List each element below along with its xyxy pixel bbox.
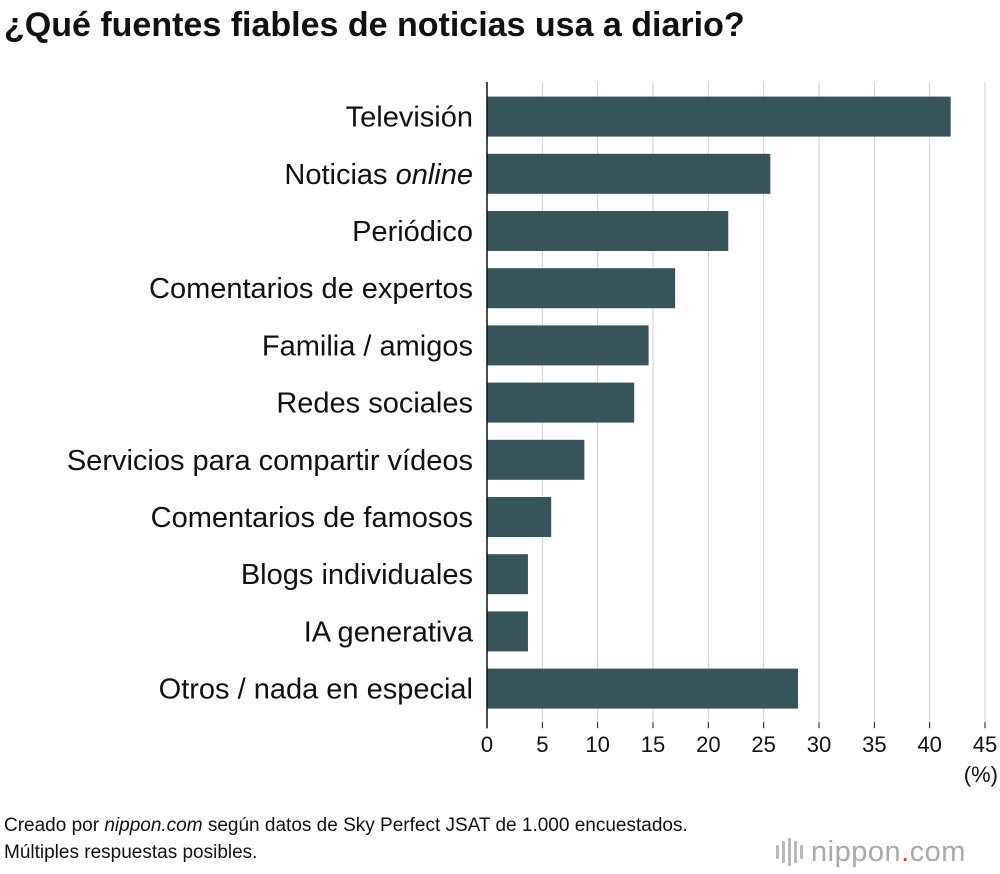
category-label: Otros / nada en especial — [159, 674, 473, 706]
x-tick-label: 35 — [862, 732, 886, 757]
bar — [487, 268, 676, 309]
brand-name: nippon — [811, 835, 902, 868]
category-label: Televisión — [346, 102, 473, 134]
bar — [487, 554, 528, 595]
x-tick-label: 45 — [973, 732, 997, 757]
category-label: IA generativa — [304, 616, 474, 648]
footnote-suffix: según datos de Sky Perfect JSAT de 1.000… — [4, 815, 688, 863]
bar — [487, 439, 585, 480]
footnote-source: nippon.com — [104, 815, 203, 836]
x-tick-label: 0 — [481, 732, 493, 757]
x-tick-label: 30 — [807, 732, 831, 757]
x-tick-label: 5 — [536, 732, 548, 757]
bar — [487, 668, 798, 709]
x-axis-unit: (%) — [964, 762, 998, 787]
category-label: Noticias online — [284, 159, 473, 191]
category-label: Redes sociales — [276, 388, 473, 420]
x-tick-label: 25 — [751, 732, 775, 757]
x-tick-label: 20 — [696, 732, 720, 757]
category-label: Servicios para compartir vídeos — [67, 445, 473, 477]
chart-title: ¿Qué fuentes fiables de noticias usa a d… — [4, 6, 745, 44]
brand-dot: . — [901, 835, 910, 868]
category-label: Comentarios de expertos — [149, 273, 473, 305]
bar — [487, 96, 951, 137]
bar — [487, 611, 528, 652]
category-label: Familia / amigos — [262, 330, 473, 362]
brand-suffix: com — [909, 835, 966, 868]
bar — [487, 153, 771, 194]
bar — [487, 382, 635, 423]
bar — [487, 325, 649, 366]
category-label: Comentarios de famosos — [151, 502, 473, 534]
x-tick-label: 15 — [641, 732, 665, 757]
bar — [487, 211, 729, 251]
x-tick-label: 40 — [917, 732, 941, 757]
x-tick-label: 10 — [585, 732, 609, 757]
footnote-prefix: Creado por — [4, 815, 105, 836]
nippon-logo: nippon.com — [776, 830, 966, 874]
bar-chart: 0 5 10 15 20 25 30 35 40 45 Televisión Noticias onl… — [67, 82, 998, 787]
category-label: Periódico — [352, 216, 473, 248]
brand-wordmark: nippon.com — [811, 836, 966, 869]
logo-bars-icon — [776, 838, 803, 866]
bar — [487, 497, 552, 537]
source-footnote: Creado por nippon.com según datos de Sky… — [4, 812, 764, 866]
category-label: Blogs individuales — [241, 559, 473, 591]
